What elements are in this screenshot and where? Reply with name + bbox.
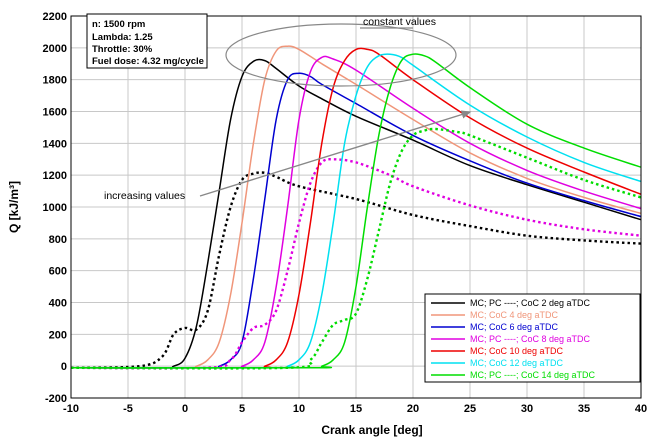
x-tick-label: 20 (407, 403, 419, 415)
x-tick-label: 35 (578, 403, 590, 415)
legend-label: MC; CoC 10 deg aTDC (470, 346, 564, 356)
x-tick-label: 25 (464, 403, 476, 415)
y-tick-label: 400 (49, 298, 67, 310)
info-lambda: Lambda: 1.25 (92, 32, 153, 43)
x-tick-labels: -10 -5 0 5 10 15 20 25 30 35 40 (63, 403, 647, 415)
y-tick-label: 1200 (43, 170, 67, 182)
y-tick-label: 1000 (43, 202, 67, 214)
legend-label: MC; CoC 6 deg aTDC (470, 322, 559, 332)
plot-frame (70, 15, 642, 399)
series-line-3 (70, 72, 642, 369)
x-tick-label: 15 (350, 403, 362, 415)
series-line-0 (70, 58, 642, 369)
series-line-1 (70, 171, 642, 369)
y-tick-labels: -200 0 200 400 600 800 1000 1200 1400 1600 1800 200… (43, 11, 67, 405)
legend-label: MC; CoC 4 deg aTDC (470, 310, 559, 320)
legend-label: MC; PC ----; CoC 8 deg aTDC (470, 334, 591, 344)
y-tick-label: 2200 (43, 11, 67, 23)
y-tick-label: 1400 (43, 138, 67, 150)
y-tick-label: 600 (49, 266, 67, 278)
x-tick-label: 40 (635, 403, 647, 415)
y-tick-label: 800 (49, 234, 67, 246)
series-line-5 (70, 158, 642, 370)
legend-label: MC; CoC 12 deg aTDC (470, 358, 564, 368)
info-speed: n: 1500 rpm (92, 19, 145, 30)
info-throttle: Throttle: 30% (92, 44, 153, 55)
x-axis-title: Crank angle [deg] (321, 423, 422, 437)
x-tick-label: 10 (293, 403, 305, 415)
annotation-constant: constant values (225, 16, 457, 87)
y-tick-label: 1600 (43, 107, 67, 119)
y-tick-label: 1800 (43, 75, 67, 87)
x-tick-label: 0 (182, 403, 188, 415)
y-axis-title: Q [kJ/m³] (7, 181, 21, 233)
x-tick-label: -10 (63, 403, 79, 415)
y-tick-label: 200 (49, 329, 67, 341)
annotation-increasing: increasing values (104, 110, 472, 202)
legend: MC; PC ----; CoC 2 deg aTDC MC; CoC 4 deg… (424, 293, 641, 383)
info-box: n: 1500 rpm Lambda: 1.25 Throttle: 30% F… (86, 13, 208, 69)
legend-label: MC; PC ----; CoC 2 deg aTDC (470, 298, 591, 308)
x-tick-label: 30 (521, 403, 533, 415)
series-line-2 (70, 45, 642, 369)
series-line-7 (70, 53, 642, 369)
y-tick-label: 2000 (43, 43, 67, 55)
y-tick-label: -200 (45, 393, 67, 405)
x-tick-label: -5 (123, 403, 133, 415)
series-line-4 (70, 55, 642, 369)
annotation-constant-text: constant values (363, 16, 436, 28)
series-line-9 (70, 127, 642, 370)
legend-label: MC; PC ----; CoC 14 deg aTDC (470, 370, 596, 380)
annotation-increasing-text: increasing values (104, 190, 185, 202)
series-line-8 (70, 53, 642, 369)
y-tick-label: 0 (61, 361, 67, 373)
info-fuel-dose: Fuel dose: 4.32 mg/cycle (92, 56, 204, 67)
x-tick-label: 5 (239, 403, 245, 415)
